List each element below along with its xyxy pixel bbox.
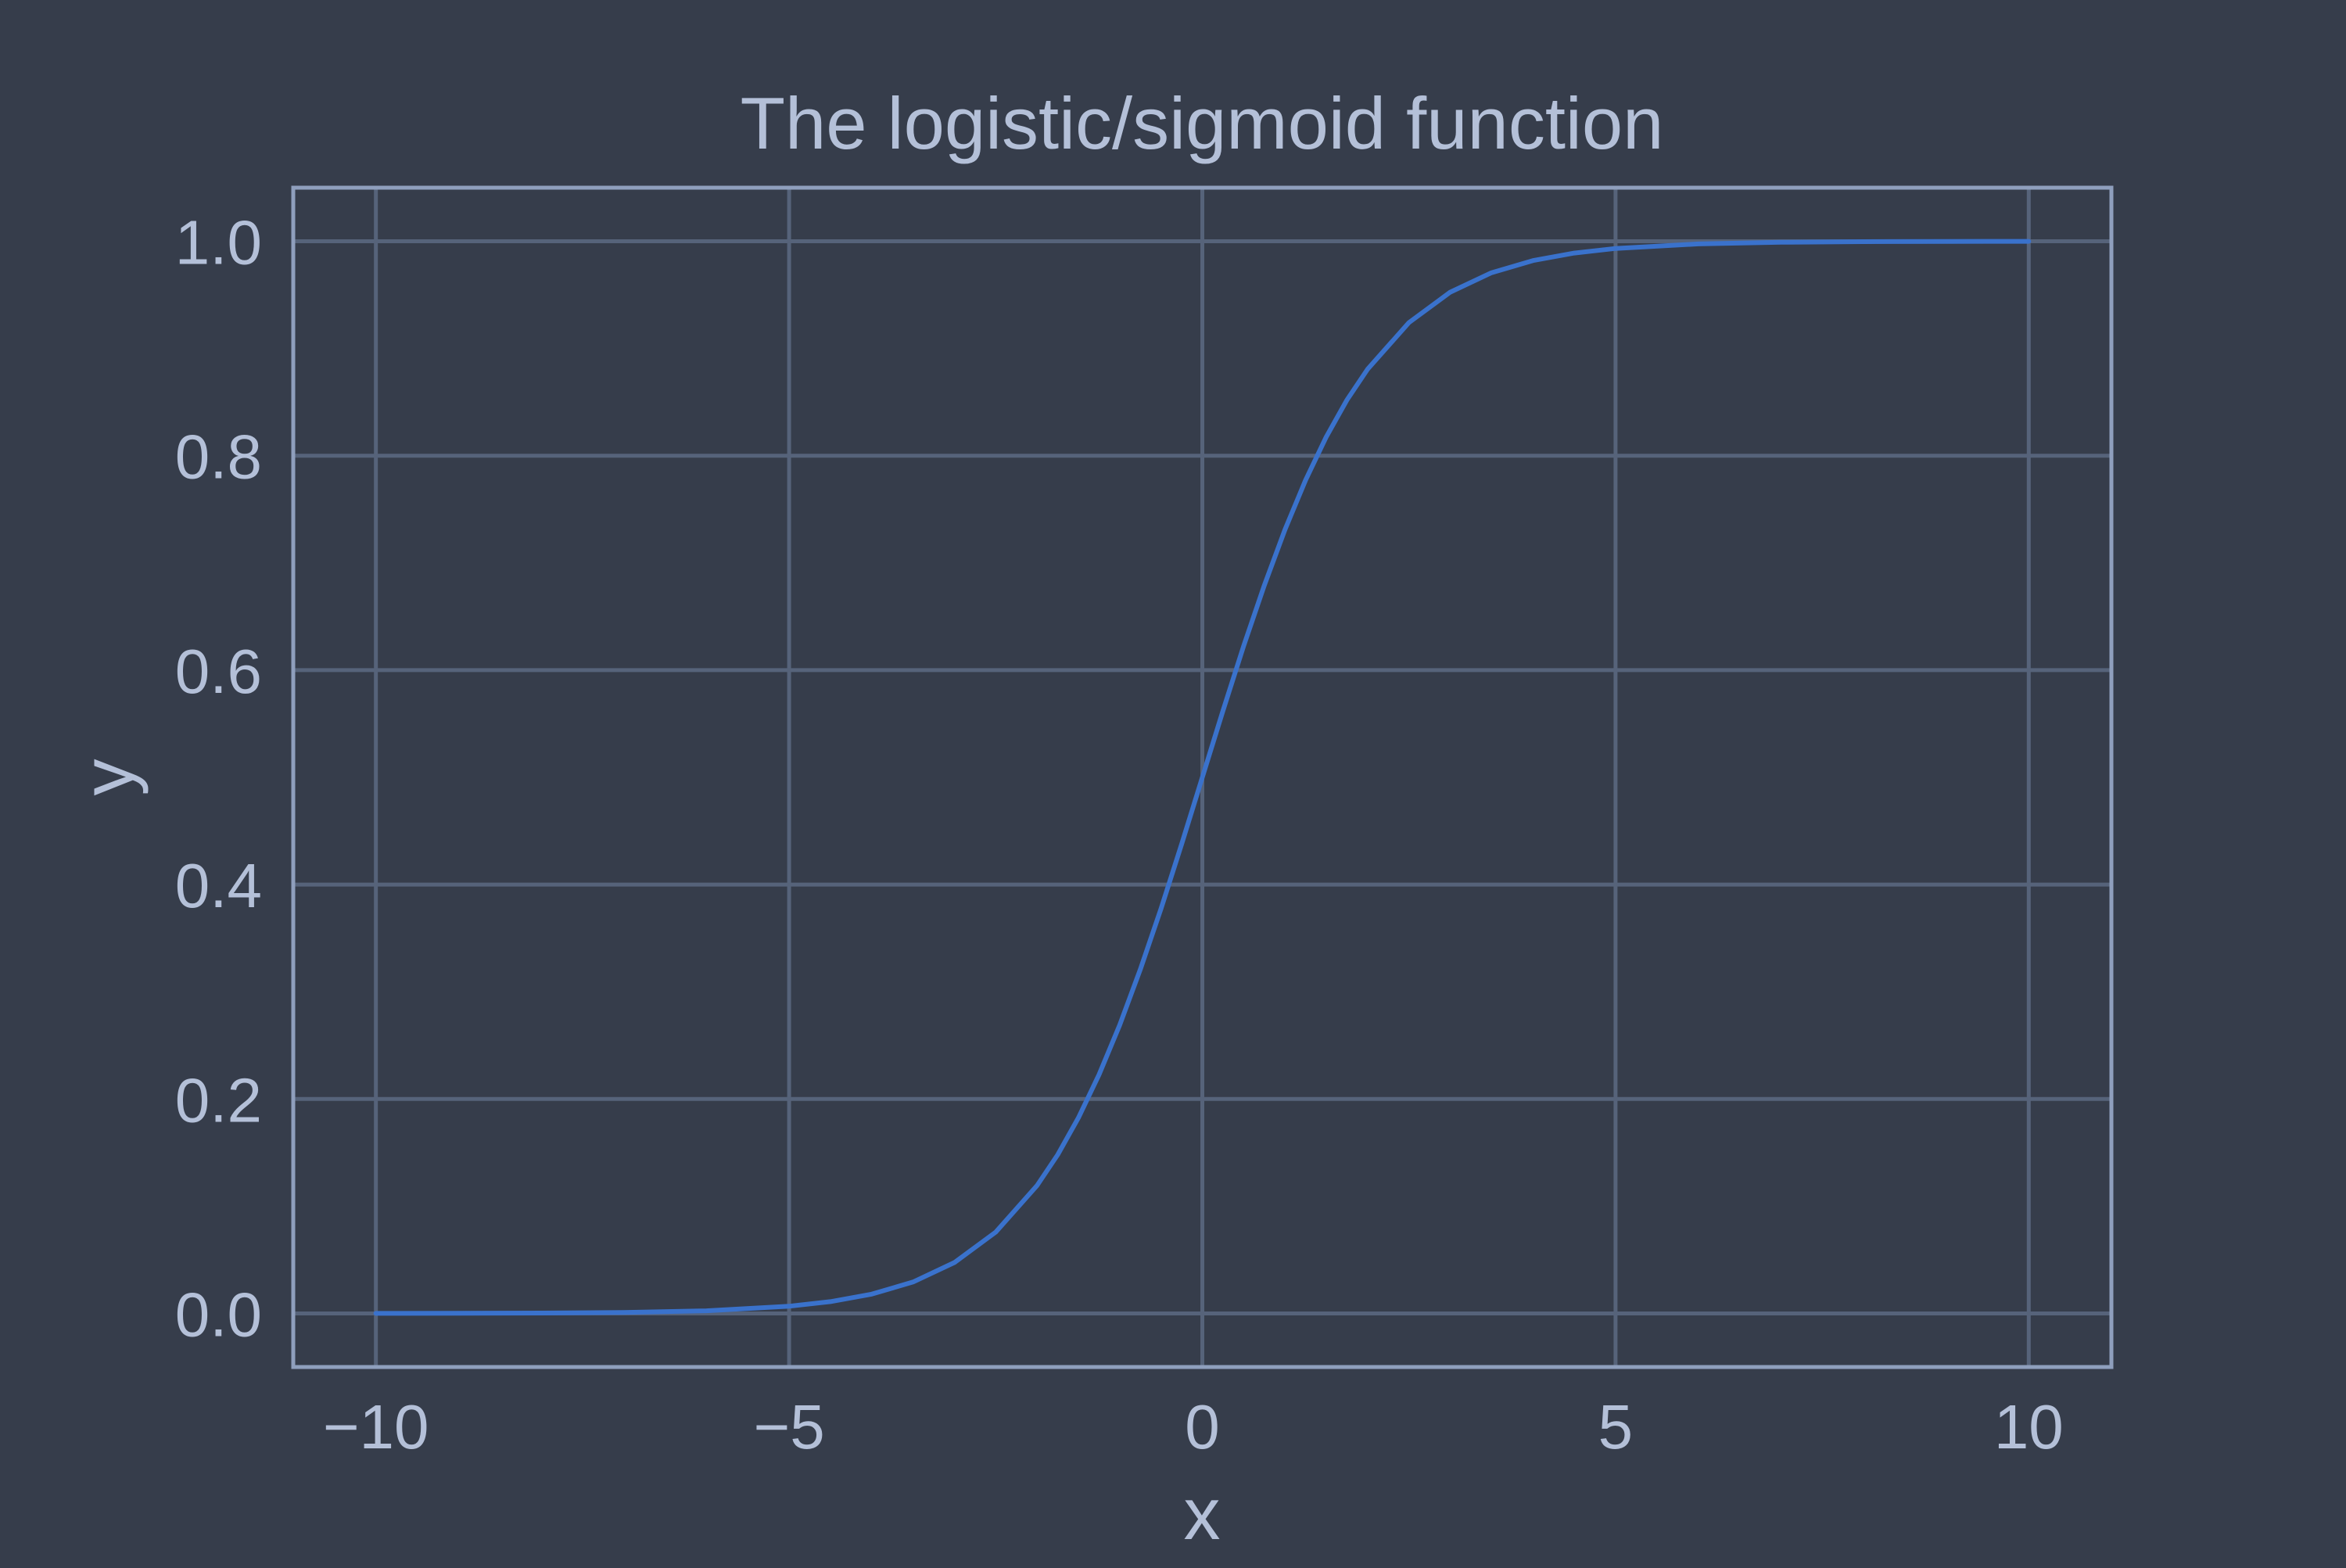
x-tick-label: −10 — [323, 1392, 429, 1462]
x-tick-label: 0 — [1185, 1392, 1220, 1462]
y-tick-label: 0.8 — [175, 422, 262, 492]
x-axis-label: x — [1184, 1473, 1221, 1555]
series-line-sigmoid — [373, 239, 2032, 1316]
y-axis-label: y — [66, 759, 149, 796]
x-tick-label: 5 — [1598, 1392, 1634, 1462]
x-tick-label: −5 — [753, 1392, 824, 1462]
y-tick-label: 0.0 — [175, 1279, 262, 1349]
chart-title: The logistic/sigmoid function — [741, 82, 1664, 164]
plot-frame — [291, 185, 2114, 1369]
line-layer — [373, 239, 2032, 1316]
tick-label-layer: −10 −5 0 5 10 0.0 0.2 0.4 0.6 0.8 1.0 — [175, 208, 2064, 1462]
y-tick-label: 1.0 — [175, 208, 262, 278]
y-tick-label: 0.4 — [175, 851, 262, 920]
y-tick-label: 0.2 — [175, 1065, 262, 1135]
x-tick-label: 10 — [1994, 1392, 2064, 1462]
y-tick-label: 0.6 — [175, 637, 262, 706]
